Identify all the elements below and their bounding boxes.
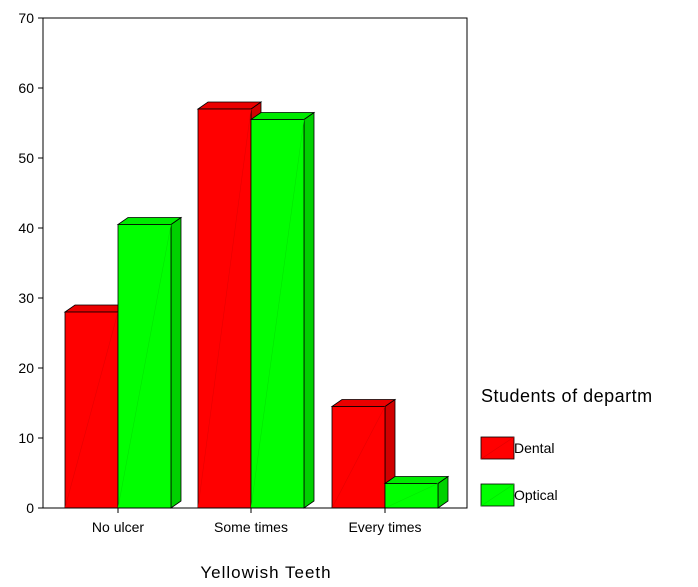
legend-item-optical: Optical (480, 483, 558, 507)
bar-dental-3 (330, 398, 397, 509)
legend-label: Dental (514, 440, 554, 456)
x-category-labels: No ulcer Some times Every times (92, 508, 422, 535)
y-tick-label: 60 (18, 80, 34, 96)
y-tick-label: 70 (18, 10, 34, 26)
legend: Students of departm Dental Optical (480, 386, 653, 507)
legend-label: Optical (514, 487, 558, 503)
y-tick-label: 0 (26, 500, 34, 516)
bar-optical-1 (116, 216, 183, 509)
x-category-label: Some times (214, 519, 288, 535)
x-axis-label: Yellowish Teeth (200, 563, 331, 582)
legend-item-dental: Dental (480, 436, 554, 460)
y-tick-label: 10 (18, 430, 34, 446)
bar-optical-2 (249, 111, 316, 509)
x-category-label: Every times (348, 519, 421, 535)
y-tick-label: 40 (18, 220, 34, 236)
axes (42, 18, 467, 509)
y-tick-label: 30 (18, 290, 34, 306)
y-tick-label: 50 (18, 150, 34, 166)
legend-items: Dental Optical (480, 436, 558, 507)
y-ticks: 0 10 20 30 40 50 60 70 (18, 10, 43, 516)
bar-optical-3 (383, 475, 450, 509)
x-category-label: No ulcer (92, 519, 144, 535)
legend-title: Students of departm (481, 386, 653, 406)
y-tick-label: 20 (18, 360, 34, 376)
bars (63, 101, 450, 509)
